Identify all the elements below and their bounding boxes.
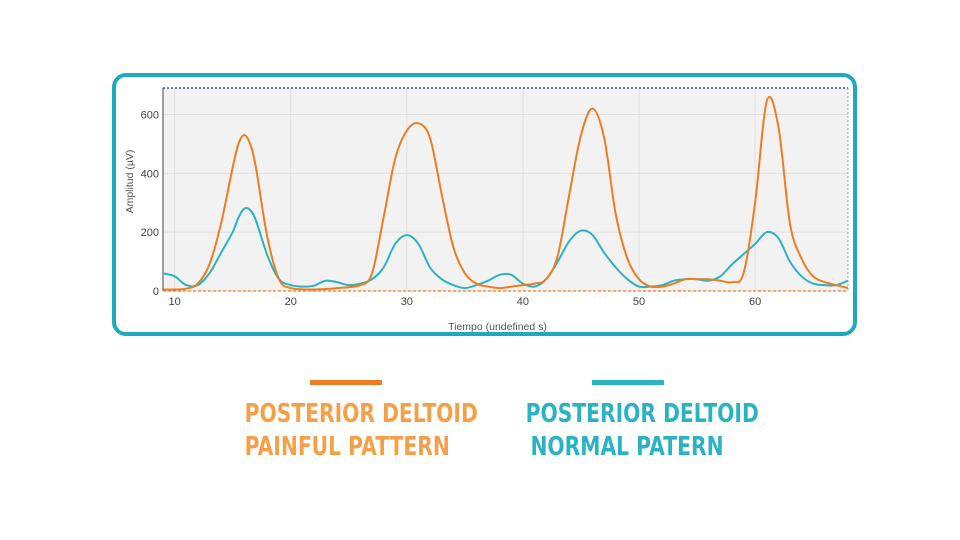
x-tick-label: 30 [401, 296, 413, 308]
x-tick-label: 40 [517, 296, 529, 308]
y-tick-label: 400 [141, 168, 159, 180]
x-tick-label: 20 [285, 296, 297, 308]
x-tick-label: 50 [633, 296, 645, 308]
x-tick-label: 60 [749, 296, 761, 308]
x-tick-label: 10 [168, 296, 180, 308]
legend-label-normal: POSTERIOR DELTOID NORMAL PATERN [525, 399, 759, 462]
y-tick-label: 200 [141, 227, 159, 239]
chart-frame: 10 20 30 40 50 60 0 200 400 600 Tiempo (undefined … [112, 73, 857, 336]
x-axis-title: Tiempo (undefined s) [448, 321, 547, 332]
y-axis-title: Amplitud (µV) [124, 150, 136, 214]
series-line-painful [162, 95, 849, 291]
series-line-normal [162, 207, 849, 290]
y-tick-label: 0 [153, 286, 159, 298]
legend-swatch-painful [310, 380, 382, 385]
legend-label-painful: POSTERIOR DELTOID PAINFUL PATTERN [244, 399, 478, 462]
legend-swatch-normal [592, 380, 664, 385]
y-tick-label: 600 [141, 109, 159, 121]
plot-background [163, 88, 848, 291]
